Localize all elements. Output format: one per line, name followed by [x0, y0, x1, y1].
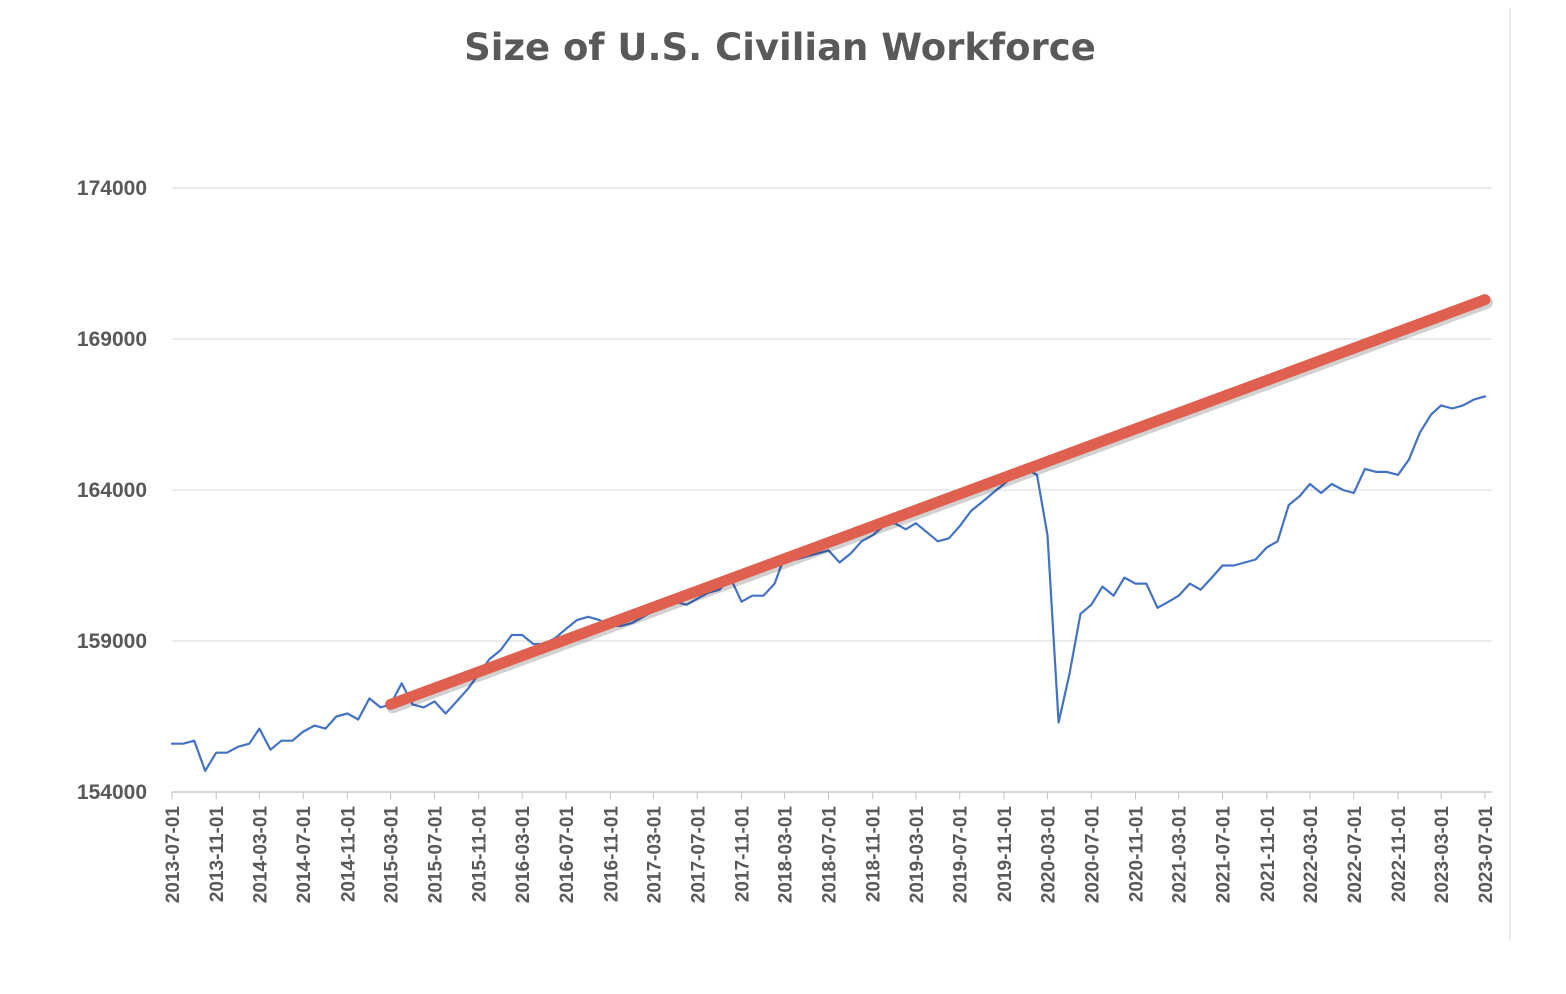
- x-tick-label: 2017-11-01: [732, 806, 753, 903]
- workforce-series-line: [170, 395, 1487, 773]
- x-tick-label: 2016-11-01: [601, 806, 622, 903]
- x-tick-label: 2020-03-01: [1038, 806, 1059, 904]
- x-tick-label: 2013-07-01: [163, 806, 184, 904]
- x-tick-label: 2014-07-01: [294, 806, 315, 904]
- x-tick-label: 2018-03-01: [776, 806, 797, 904]
- series-lines: [170, 294, 1493, 773]
- x-tick-label: 2015-11-01: [470, 806, 491, 903]
- x-tick-label: 2022-03-01: [1301, 806, 1322, 904]
- y-tick-label: 169000: [77, 328, 147, 351]
- x-tick-label: 2023-07-01: [1476, 806, 1497, 904]
- trend-line: [385, 294, 1491, 710]
- x-tick-label: 2023-03-01: [1432, 806, 1453, 904]
- x-tick-label: 2013-11-01: [207, 806, 228, 903]
- x-tick-labels: 2013-07-01 2013-11-01 2014-03-01 2014-07-01…: [163, 792, 1497, 903]
- y-tick-label: 154000: [77, 781, 147, 804]
- x-tick-label: 2022-11-01: [1389, 806, 1410, 903]
- y-tick-label: 174000: [77, 177, 147, 200]
- x-tick-label: 2019-07-01: [951, 806, 972, 904]
- x-tick-label: 2018-11-01: [864, 806, 885, 903]
- x-tick-label: 2017-03-01: [644, 806, 665, 904]
- x-tick-label: 2014-11-01: [338, 806, 359, 903]
- x-tick-label: 2021-11-01: [1258, 806, 1279, 903]
- chart-title: Size of U.S. Civilian Workforce: [464, 26, 1096, 69]
- y-tick-label: 164000: [77, 479, 147, 502]
- x-tick-label: 2019-03-01: [907, 806, 928, 904]
- x-tick-label: 2020-07-01: [1082, 806, 1103, 904]
- y-tick-label: 159000: [77, 630, 147, 653]
- x-tick-label: 2014-03-01: [250, 806, 271, 904]
- x-tick-label: 2017-07-01: [688, 806, 709, 904]
- x-tick-label: 2019-11-01: [995, 806, 1016, 903]
- grid-lines: [172, 187, 1492, 642]
- x-tick-label: 2022-07-01: [1345, 806, 1366, 904]
- x-tick-label: 2018-07-01: [820, 806, 841, 904]
- x-tick-label: 2016-07-01: [557, 806, 578, 904]
- x-tick-label: 2015-07-01: [425, 806, 446, 904]
- x-tick-label: 2020-11-01: [1127, 806, 1148, 903]
- x-tick-label: 2021-07-01: [1214, 806, 1235, 904]
- x-tick-label: 2015-03-01: [382, 806, 403, 904]
- x-tick-label: 2021-03-01: [1170, 806, 1191, 904]
- y-tick-labels: 154000 159000 164000 169000 174000: [77, 177, 147, 804]
- x-tick-label: 2016-03-01: [513, 806, 534, 904]
